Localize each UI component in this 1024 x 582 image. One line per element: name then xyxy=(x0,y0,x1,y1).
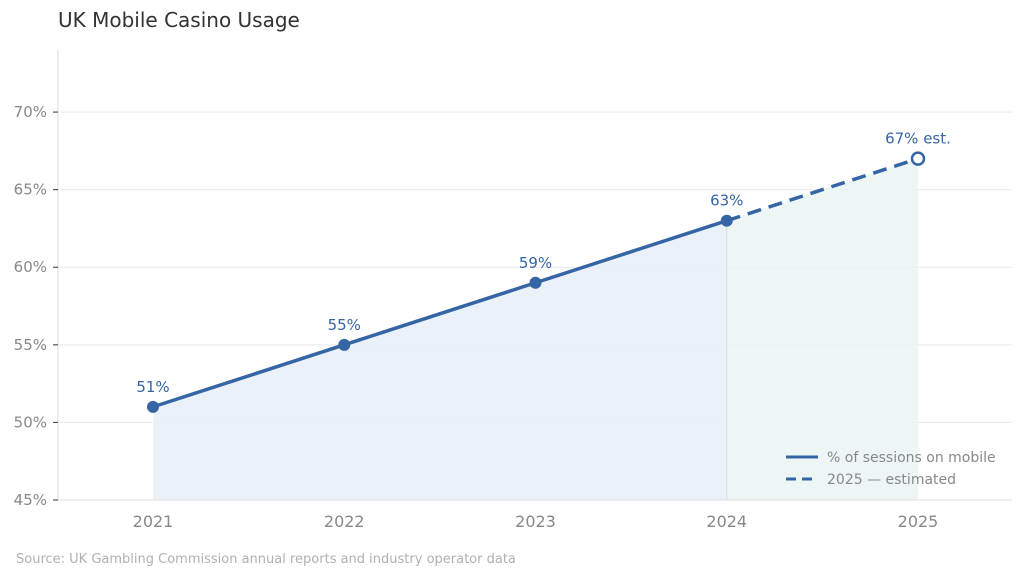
y-tick-label: 70% xyxy=(14,103,47,121)
data-label: 63% xyxy=(710,192,743,210)
x-tick-label: 2022 xyxy=(324,512,365,531)
area-actual xyxy=(153,220,727,501)
data-label: 55% xyxy=(328,316,361,334)
y-tick-label: 50% xyxy=(14,413,47,431)
data-point xyxy=(720,214,733,227)
source-note: Source: UK Gambling Commission annual re… xyxy=(16,552,516,567)
data-points xyxy=(147,151,926,413)
axes xyxy=(57,50,1012,501)
y-tick-label: 60% xyxy=(14,258,47,276)
area-fills xyxy=(153,158,918,501)
data-point xyxy=(147,400,159,413)
legend: % of sessions on mobile 2025 — estimated xyxy=(786,450,996,488)
data-label-estimated: 67% est. xyxy=(885,130,951,148)
data-label: 51% xyxy=(136,378,169,396)
data-point xyxy=(338,338,351,351)
series-lines xyxy=(151,156,919,409)
data-point-estimated xyxy=(910,151,926,166)
y-tick-label: 55% xyxy=(14,336,47,354)
area-estimated xyxy=(726,158,918,500)
y-axis-ticks: 45% 50% 55% 60% 65% 70% xyxy=(14,103,58,509)
data-point xyxy=(529,276,542,289)
y-tick-label: 45% xyxy=(14,491,47,509)
legend-label-actual: % of sessions on mobile xyxy=(827,450,996,466)
y-tick-label: 65% xyxy=(14,181,47,199)
chart-title: UK Mobile Casino Usage xyxy=(58,8,300,32)
series-line-actual xyxy=(151,218,729,409)
data-labels: 51% 55% 59% 63% 67% est. xyxy=(136,130,951,396)
x-tick-label: 2023 xyxy=(515,512,556,531)
x-axis-ticks: 2021 2022 2023 2024 2025 xyxy=(133,512,939,531)
x-tick-label: 2021 xyxy=(133,512,174,531)
series-line-estimated xyxy=(726,156,919,223)
x-tick-label: 2025 xyxy=(898,512,939,531)
x-tick-label: 2024 xyxy=(706,512,747,531)
data-label: 59% xyxy=(519,254,552,272)
legend-label-estimated: 2025 — estimated xyxy=(827,472,956,488)
